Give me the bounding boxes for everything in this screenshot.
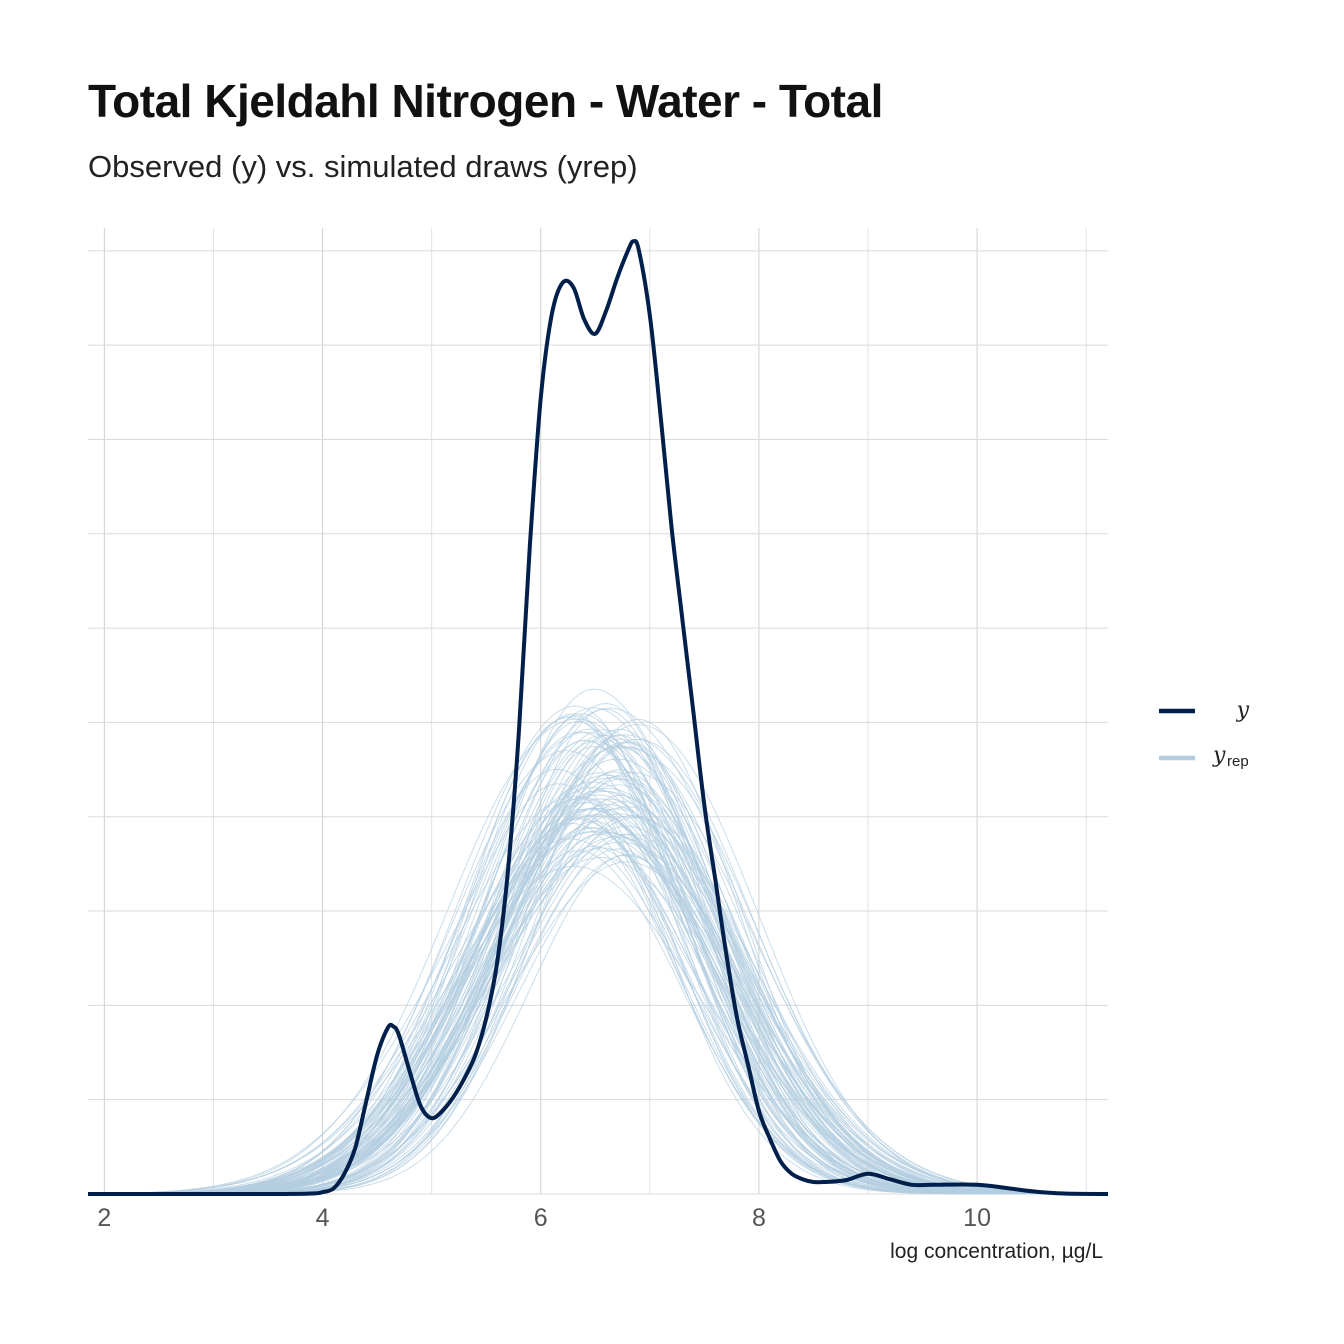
x-axis-ticks: 2 4 6 8 10 — [97, 1204, 991, 1232]
yrep-line — [88, 848, 1108, 1195]
yrep-line — [88, 738, 1108, 1195]
yrep-line — [88, 724, 1109, 1195]
yrep-line — [88, 800, 1108, 1195]
yrep-line — [88, 798, 1108, 1195]
x-tick-label: 10 — [963, 1204, 991, 1232]
yrep-line — [88, 826, 1108, 1195]
x-tick-label: 8 — [752, 1204, 766, 1232]
yrep-line — [88, 798, 1108, 1195]
yrep-line — [88, 772, 1108, 1195]
yrep-line — [87, 815, 1108, 1195]
yrep-line — [88, 850, 1108, 1195]
x-tick-label: 2 — [97, 1204, 111, 1232]
x-axis-title: log concentration, µg/L — [890, 1240, 1103, 1263]
yrep-line — [88, 845, 1108, 1195]
x-tick-label: 6 — [534, 1204, 548, 1232]
yrep-line — [88, 833, 1108, 1195]
yrep-series — [87, 688, 1109, 1195]
yrep-line — [88, 804, 1108, 1195]
yrep-line — [88, 713, 1108, 1195]
yrep-line — [88, 832, 1108, 1195]
yrep-line — [88, 818, 1108, 1195]
yrep-line — [88, 833, 1108, 1195]
chart-title: Total Kjeldahl Nitrogen - Water - Total — [88, 75, 883, 127]
chart-subtitle: Observed (y) vs. simulated draws (yrep) — [88, 149, 638, 184]
yrep-line — [88, 807, 1108, 1195]
yrep-line — [88, 854, 1108, 1195]
yrep-line — [87, 783, 1108, 1195]
yrep-line — [88, 790, 1108, 1195]
yrep-line — [88, 807, 1108, 1195]
yrep-line — [88, 731, 1108, 1195]
yrep-line — [88, 822, 1108, 1195]
yrep-line — [88, 734, 1108, 1195]
yrep-line — [88, 798, 1108, 1195]
yrep-line — [88, 833, 1108, 1195]
legend-yrep-label: y — [1212, 743, 1226, 768]
yrep-line — [88, 865, 1108, 1195]
yrep-line — [88, 831, 1108, 1195]
yrep-line — [88, 781, 1108, 1195]
yrep-line — [88, 713, 1108, 1195]
yrep-line — [88, 853, 1108, 1195]
legend-y-label: y — [1236, 698, 1250, 723]
x-tick-label: 4 — [316, 1204, 330, 1232]
yrep-line — [88, 820, 1108, 1195]
yrep-line — [88, 806, 1108, 1195]
yrep-line — [88, 775, 1108, 1195]
yrep-line — [88, 813, 1109, 1195]
y-line — [87, 238, 1109, 1197]
yrep-line — [88, 772, 1109, 1195]
yrep-line — [87, 796, 1108, 1195]
yrep-line — [88, 841, 1108, 1195]
yrep-line — [88, 856, 1108, 1195]
yrep-line — [88, 707, 1109, 1195]
yrep-line — [88, 707, 1108, 1195]
yrep-line — [88, 744, 1108, 1195]
yrep-line — [88, 738, 1108, 1195]
yrep-line — [88, 825, 1108, 1195]
yrep-line — [88, 836, 1108, 1195]
yrep-line — [88, 827, 1108, 1195]
yrep-line — [88, 794, 1108, 1195]
yrep-line — [88, 847, 1108, 1195]
yrep-line — [88, 838, 1108, 1195]
yrep-line — [88, 774, 1109, 1195]
legend: y y rep — [1159, 698, 1250, 770]
yrep-line — [88, 784, 1108, 1195]
yrep-line — [88, 790, 1109, 1195]
yrep-line — [88, 814, 1108, 1195]
yrep-line — [88, 830, 1108, 1195]
yrep-line — [88, 717, 1108, 1195]
yrep-line — [88, 777, 1109, 1195]
yrep-line — [88, 768, 1108, 1195]
y-series — [87, 238, 1109, 1197]
legend-yrep-subscript: rep — [1227, 753, 1249, 770]
yrep-line — [88, 802, 1108, 1195]
yrep-line — [88, 861, 1109, 1195]
